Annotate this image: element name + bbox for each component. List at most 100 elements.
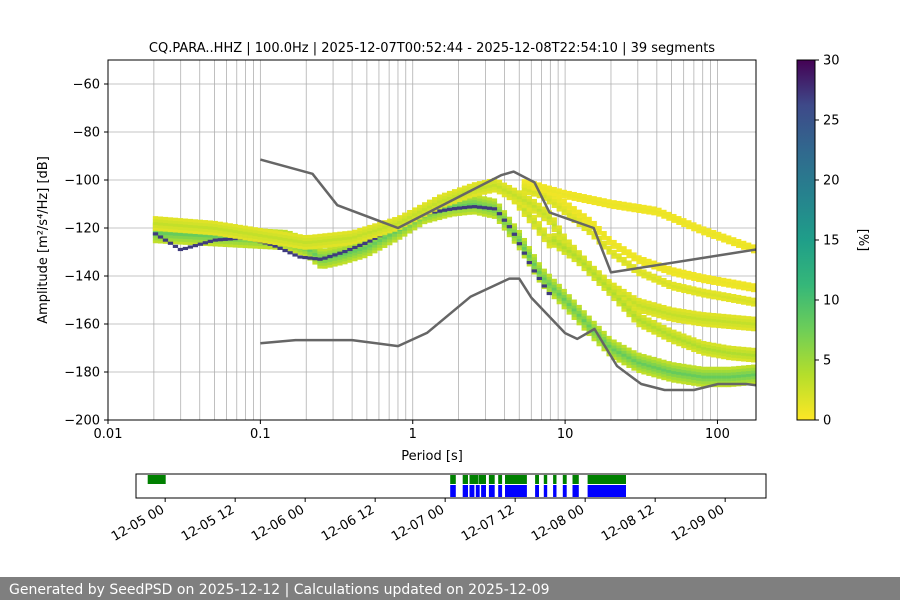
psd-cell-band-0 bbox=[536, 265, 542, 269]
psd-cell-band-0 bbox=[626, 364, 632, 368]
psd-cell-band-0 bbox=[726, 372, 732, 376]
psd-cell-band-0 bbox=[731, 377, 737, 382]
psd-cell-band-0 bbox=[392, 236, 398, 240]
psd-cell-band-5 bbox=[621, 291, 627, 295]
psd-cell-band-0 bbox=[721, 372, 727, 376]
psd-cell-band-4 bbox=[686, 291, 692, 295]
psd-cell-band-0 bbox=[556, 301, 562, 305]
psd-cell-band-6 bbox=[591, 196, 597, 200]
psd-cell-band-0 bbox=[721, 378, 727, 382]
psd-cell-band-0 bbox=[581, 315, 587, 320]
psd-cell-band-0 bbox=[571, 313, 577, 318]
psd-cell-band-0 bbox=[686, 364, 692, 368]
psd-cell-band-0 bbox=[741, 371, 747, 375]
psd-cell-band-2 bbox=[242, 231, 248, 235]
psd-cell-band-5 bbox=[656, 312, 662, 316]
psd-cell-band-6 bbox=[611, 200, 617, 204]
psd-cell-band-7 bbox=[711, 348, 717, 352]
psd-cell-band-0 bbox=[596, 331, 602, 335]
psd-cell-band-1 bbox=[162, 238, 169, 242]
psd-cell-band-3 bbox=[616, 243, 622, 247]
psd-cell-band-7 bbox=[661, 324, 667, 329]
psd-cell-band-0 bbox=[402, 227, 408, 231]
psd-cell-band-4 bbox=[696, 293, 702, 297]
psd-cell-band-0 bbox=[531, 271, 537, 275]
psd-cell-band-2 bbox=[441, 192, 448, 196]
psd-cell-band-2 bbox=[257, 236, 263, 240]
psd-cell-band-0 bbox=[372, 241, 378, 245]
psd-cell-band-4 bbox=[536, 195, 542, 199]
colorbar-tick-label: 5 bbox=[823, 354, 831, 369]
y-tick-label: −200 bbox=[64, 414, 100, 429]
psd-cell-band-7 bbox=[706, 350, 712, 354]
psd-cell-band-2 bbox=[262, 231, 268, 235]
psd-cell-band-0 bbox=[352, 243, 358, 247]
psd-cell-band-2 bbox=[212, 229, 218, 233]
psd-cell-band-0 bbox=[466, 203, 473, 207]
psd-cell-band-2 bbox=[227, 234, 233, 238]
psd-cell-band-2 bbox=[322, 241, 328, 246]
availability-data-segment bbox=[488, 475, 495, 484]
psd-cell-band-0 bbox=[212, 243, 218, 247]
psd-cell-band-5 bbox=[716, 313, 722, 317]
psd-cell-band-3 bbox=[661, 264, 667, 268]
psd-cell-band-0 bbox=[466, 208, 473, 212]
psd-cell-band-0 bbox=[621, 350, 627, 354]
psd-cell-band-5 bbox=[636, 300, 642, 304]
psd-cell-band-0 bbox=[616, 359, 622, 363]
psd-cell-band-0 bbox=[696, 371, 702, 376]
psd-cell-band-3 bbox=[551, 194, 557, 198]
psd-cell-band-1 bbox=[471, 205, 478, 209]
psd-cell-band-0 bbox=[641, 362, 647, 366]
psd-cell-band-7 bbox=[591, 272, 597, 276]
psd-cell-band-7 bbox=[666, 330, 672, 334]
psd-cell-band-4 bbox=[676, 288, 682, 292]
psd-cell-band-4 bbox=[541, 194, 547, 199]
psd-cell-band-0 bbox=[741, 376, 747, 381]
psd-cell-band-2 bbox=[466, 195, 473, 199]
psd-cell-band-0 bbox=[531, 254, 537, 258]
psd-cell-band-0 bbox=[651, 362, 657, 366]
psd-cell-band-3 bbox=[726, 284, 732, 288]
psd-cell-band-2 bbox=[347, 236, 353, 240]
psd-cell-band-7 bbox=[721, 356, 727, 360]
psd-cell-band-1 bbox=[217, 238, 223, 242]
psd-cell-band-7 bbox=[636, 324, 642, 328]
psd-cell-band-0 bbox=[506, 234, 513, 238]
psd-cell-band-0 bbox=[661, 365, 667, 369]
psd-cell-band-7 bbox=[571, 253, 577, 257]
psd-cell-band-0 bbox=[217, 234, 223, 239]
psd-cell-band-0 bbox=[596, 343, 602, 347]
psd-cell-band-0 bbox=[691, 371, 697, 375]
psd-cell-band-0 bbox=[586, 332, 592, 337]
psd-cell-band-7 bbox=[651, 319, 657, 324]
psd-cell-band-2 bbox=[157, 222, 164, 226]
psd-cell-band-0 bbox=[581, 321, 587, 325]
psd-cell-band-6 bbox=[536, 185, 542, 189]
psd-cell-band-1 bbox=[352, 245, 358, 250]
psd-cell-band-0 bbox=[621, 359, 627, 363]
psd-cell-band-3 bbox=[616, 245, 622, 250]
psd-cell-band-3 bbox=[576, 212, 582, 216]
psd-cell-band-5 bbox=[506, 184, 513, 189]
psd-cell-band-5 bbox=[701, 314, 707, 319]
psd-cell-band-7 bbox=[586, 267, 592, 271]
series-nhnm bbox=[260, 158, 756, 274]
psd-cell-band-0 bbox=[541, 271, 547, 275]
psd-cell-band-0 bbox=[736, 368, 742, 372]
psd-cell-band-2 bbox=[451, 189, 458, 193]
psd-cell-band-6 bbox=[706, 231, 712, 235]
psd-cell-band-6 bbox=[606, 202, 612, 206]
psd-cell-band-2 bbox=[322, 244, 328, 248]
psd-cell-band-0 bbox=[282, 229, 288, 233]
psd-cell-band-7 bbox=[606, 286, 612, 291]
psd-cell-band-6 bbox=[721, 236, 727, 240]
psd-cell-band-7 bbox=[566, 252, 572, 256]
psd-cell-band-4 bbox=[566, 212, 572, 217]
psd-cell-band-0 bbox=[327, 250, 333, 254]
psd-cell-band-3 bbox=[556, 198, 562, 202]
psd-cell-band-0 bbox=[651, 371, 657, 375]
psd-cell-band-4 bbox=[586, 231, 592, 236]
psd-cell-band-0 bbox=[506, 216, 513, 220]
psd-cell-band-0 bbox=[466, 211, 473, 215]
